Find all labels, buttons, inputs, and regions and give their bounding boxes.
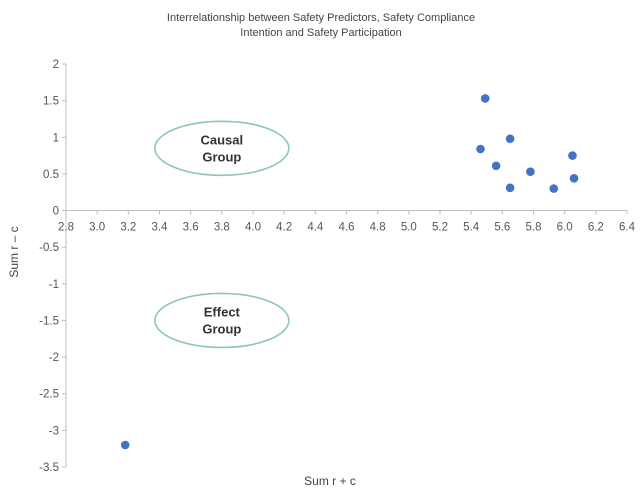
- causal-group-annotation: Causal Group: [154, 120, 290, 177]
- data-point: [549, 184, 559, 193]
- x-tick-label: 5.8: [526, 222, 542, 234]
- causal-group-label-line: Group: [202, 149, 241, 164]
- y-tick-label: -2: [49, 352, 59, 364]
- group-annotations: Causal Group Effect Group: [154, 120, 290, 349]
- x-axis-label: Sum r + c: [304, 474, 356, 488]
- data-point: [505, 183, 515, 193]
- y-axis-label: Sum r – c: [7, 226, 21, 277]
- chart-title-line-2: Intention and Safety Participation: [240, 27, 401, 39]
- x-tick-label: 3.2: [120, 222, 136, 234]
- x-tick-label: 4.0: [245, 222, 261, 234]
- y-tick-label: 0: [53, 206, 59, 218]
- effect-group-ellipse: [154, 292, 290, 349]
- y-tick-label: -1.5: [39, 315, 59, 327]
- data-point: [526, 167, 535, 177]
- causal-group-ellipse: [154, 120, 290, 177]
- data-point: [491, 161, 501, 171]
- x-tick-label: 4.2: [276, 222, 292, 234]
- data-point: [569, 174, 579, 183]
- y-tick-label: -0.5: [39, 242, 59, 254]
- x-tick-label: 3.6: [183, 222, 199, 234]
- data-point: [120, 440, 130, 450]
- y-tick-label: 1: [53, 132, 59, 144]
- x-tick-label: 3.8: [214, 222, 230, 234]
- x-tick-label: 6.0: [557, 222, 573, 234]
- data-point: [568, 151, 577, 160]
- data-point: [480, 94, 490, 103]
- x-tick-label: 4.8: [370, 222, 386, 234]
- x-tick-label: 4.6: [339, 222, 355, 234]
- y-tick-label: -3.5: [39, 462, 59, 474]
- x-tick-label: 6.4: [619, 222, 636, 234]
- data-point: [505, 134, 515, 144]
- data-point: [476, 144, 485, 154]
- x-tick-label: 2.8: [58, 222, 74, 234]
- y-tick-label: 2: [53, 59, 59, 71]
- y-tick-label: 0.5: [43, 169, 59, 181]
- effect-group-label-line: Effect: [204, 304, 241, 319]
- chart-title-line-1: Interrelationship between Safety Predict…: [167, 12, 475, 24]
- x-tick-label: 5.6: [494, 222, 510, 234]
- x-tick-label: 5.2: [432, 222, 448, 234]
- y-tick-label: -2.5: [39, 389, 59, 401]
- x-tick-label: 3.0: [89, 222, 105, 234]
- y-tick-label: -1: [49, 279, 59, 291]
- x-tick-label: 6.2: [588, 222, 604, 234]
- data-points: [120, 94, 579, 450]
- x-tick-label: 5.0: [401, 222, 417, 234]
- x-tick-label: 4.4: [307, 222, 324, 234]
- x-tick-label: 3.4: [152, 222, 169, 234]
- x-tick-label: 5.4: [463, 222, 480, 234]
- axes: 2 1.5 1 0.5 0 -0.5 -1 -1.5 -2 -2.5 -3 -3.5 2.8 3.0 3.2…: [39, 59, 635, 474]
- y-tick-label: -3: [49, 425, 59, 437]
- causal-group-label-line: Causal: [201, 132, 244, 147]
- effect-group-label-line: Group: [202, 321, 241, 336]
- y-tick-label: 1.5: [43, 96, 59, 108]
- effect-group-annotation: Effect Group: [154, 292, 290, 349]
